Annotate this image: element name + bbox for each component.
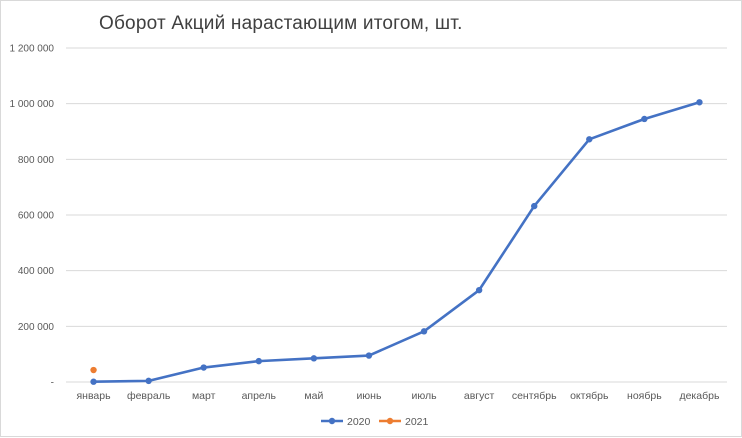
series-line bbox=[92, 100, 701, 384]
x-tick-label: июнь bbox=[356, 390, 382, 402]
legend-swatch-marker bbox=[328, 417, 336, 425]
y-tick-label: 1 000 000 bbox=[10, 99, 55, 110]
x-tick-label: январь bbox=[76, 390, 111, 402]
x-tick-label: сентябрь bbox=[512, 390, 557, 402]
y-tick-label: 1 200 000 bbox=[10, 44, 55, 55]
data-point bbox=[531, 202, 538, 210]
data-point bbox=[255, 357, 262, 365]
data-point bbox=[90, 378, 97, 385]
data-point bbox=[365, 352, 373, 359]
legend-swatch-marker bbox=[386, 417, 394, 425]
data-point bbox=[696, 99, 703, 106]
x-tick-label: май bbox=[304, 390, 323, 402]
x-tick-label: февраль bbox=[127, 390, 171, 402]
x-tick-label: декабрь bbox=[679, 390, 719, 402]
x-tick-label: ноябрь bbox=[627, 390, 662, 402]
x-tick-label: август bbox=[464, 390, 495, 402]
y-tick-label: 800 000 bbox=[18, 155, 55, 166]
data-point bbox=[200, 364, 207, 371]
data-point bbox=[475, 286, 483, 294]
data-point bbox=[420, 328, 428, 335]
chart-title: Оборот Акций нарастающим итогом, шт. bbox=[99, 13, 463, 34]
x-tick-label: октябрь bbox=[570, 390, 609, 402]
y-tick-label: 400 000 bbox=[18, 266, 55, 277]
y-tick-label: - bbox=[51, 378, 54, 389]
data-point bbox=[641, 115, 648, 123]
x-tick-label: март bbox=[192, 390, 216, 402]
y-tick-label: 600 000 bbox=[18, 211, 55, 222]
data-point bbox=[90, 366, 97, 374]
data-point bbox=[310, 355, 318, 362]
data-point bbox=[586, 136, 593, 143]
x-tick-label: июль bbox=[411, 390, 437, 402]
data-point bbox=[145, 377, 152, 385]
legend-label: 2020 bbox=[347, 416, 371, 428]
x-tick-label: апрель bbox=[242, 390, 277, 402]
y-tick-label: 200 000 bbox=[18, 322, 55, 333]
legend-label: 2021 bbox=[405, 416, 429, 428]
